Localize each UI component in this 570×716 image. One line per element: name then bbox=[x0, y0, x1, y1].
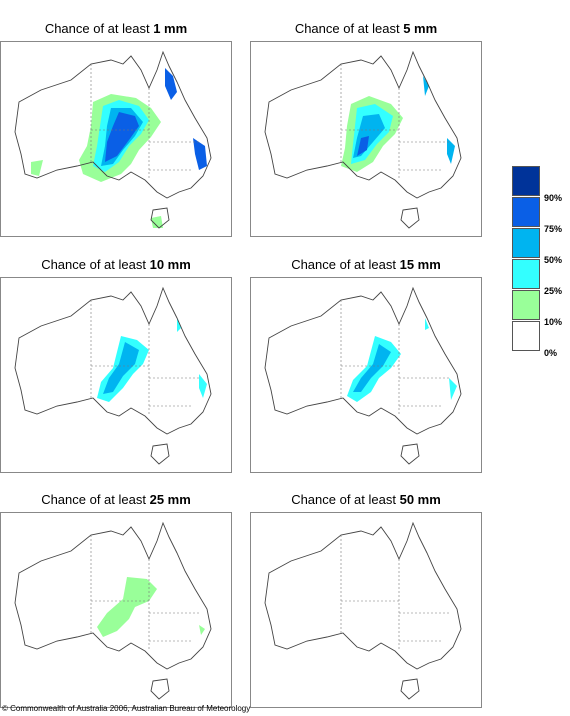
australia-map bbox=[14, 521, 212, 700]
legend-swatch bbox=[512, 166, 540, 196]
panel-title: Chance of at least 5 mm bbox=[294, 21, 438, 36]
legend-label: 75% bbox=[544, 224, 563, 234]
legend-label: 0% bbox=[544, 348, 558, 358]
legend-label: 50% bbox=[544, 255, 563, 265]
map-frame bbox=[0, 41, 232, 237]
map-frame bbox=[250, 512, 482, 708]
legend-label: 25% bbox=[544, 286, 563, 296]
probability-overlay bbox=[97, 577, 205, 637]
tasmania-outline bbox=[150, 678, 170, 700]
probability-overlay bbox=[31, 68, 207, 228]
state-borders bbox=[90, 300, 199, 416]
state-borders bbox=[340, 300, 449, 416]
state-borders bbox=[90, 535, 199, 651]
australia-map bbox=[264, 286, 462, 465]
state-borders bbox=[90, 64, 199, 180]
australia-outline bbox=[14, 50, 212, 199]
panel-title: Chance of at least 25 mm bbox=[41, 492, 191, 507]
map-frame bbox=[0, 277, 232, 473]
australia-map bbox=[14, 50, 212, 229]
legend-swatch bbox=[512, 321, 540, 351]
panel-title: Chance of at least 15 mm bbox=[291, 257, 441, 272]
australia-outline bbox=[14, 286, 212, 435]
copyright-notice: © Commonwealth of Australia 2006, Austra… bbox=[2, 704, 251, 713]
legend-swatch bbox=[512, 259, 540, 289]
legend-label: 90% bbox=[544, 193, 563, 203]
australia-map bbox=[264, 50, 462, 229]
probability-legend: 90% 75% 50% 25% 10% 0% bbox=[512, 166, 570, 362]
legend-swatch bbox=[512, 228, 540, 258]
legend-swatch bbox=[512, 290, 540, 320]
australia-outline bbox=[264, 521, 462, 670]
tasmania-outline bbox=[400, 443, 420, 465]
legend-label: 10% bbox=[544, 317, 563, 327]
australia-map bbox=[264, 521, 462, 700]
state-borders bbox=[340, 535, 449, 651]
tasmania-outline bbox=[150, 207, 170, 229]
probability-overlay bbox=[347, 318, 457, 402]
tasmania-outline bbox=[400, 207, 420, 229]
tasmania-outline bbox=[150, 443, 170, 465]
panel-title: Chance of at least 1 mm bbox=[44, 21, 188, 36]
australia-outline bbox=[264, 286, 462, 435]
panel-title: Chance of at least 10 mm bbox=[41, 257, 191, 272]
australia-outline bbox=[14, 521, 212, 670]
australia-map bbox=[14, 286, 212, 465]
map-frame bbox=[250, 277, 482, 473]
state-borders bbox=[340, 64, 449, 180]
tasmania-outline bbox=[400, 678, 420, 700]
map-frame bbox=[0, 512, 232, 708]
legend-swatch bbox=[512, 197, 540, 227]
probability-overlay bbox=[97, 318, 207, 402]
probability-overlay bbox=[341, 76, 455, 172]
map-frame bbox=[250, 41, 482, 237]
australia-outline bbox=[264, 50, 462, 199]
panel-title: Chance of at least 50 mm bbox=[291, 492, 441, 507]
